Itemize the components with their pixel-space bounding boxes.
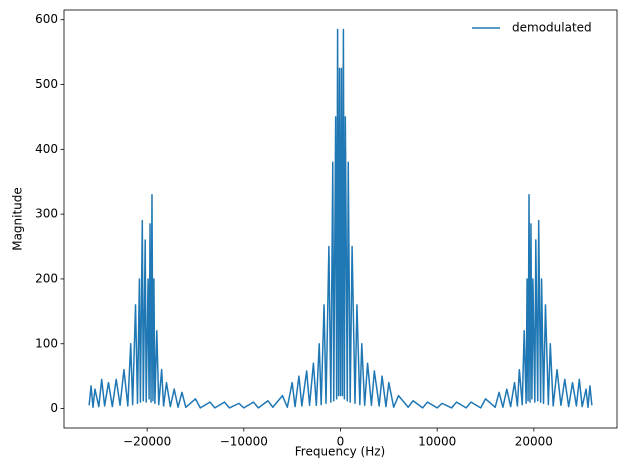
- x-tick-label: −20000: [123, 435, 171, 449]
- y-tick-label: 300: [35, 207, 58, 221]
- x-tick-label: −10000: [220, 435, 268, 449]
- y-tick-label: 400: [35, 142, 58, 156]
- x-tick-label: 0: [337, 435, 345, 449]
- x-tick-label: 20000: [515, 435, 553, 449]
- x-tick-label: 10000: [418, 435, 456, 449]
- legend-label: demodulated: [512, 21, 592, 35]
- y-tick-label: 0: [50, 401, 58, 415]
- data-line: [88, 28, 593, 409]
- y-tick-label: 200: [35, 271, 58, 285]
- y-tick-label: 100: [35, 336, 58, 350]
- x-axis-label: Frequency (Hz): [295, 445, 386, 459]
- plot-frame: [63, 9, 618, 429]
- y-tick-label: 600: [35, 12, 58, 26]
- y-axis-label: Magnitude: [11, 187, 25, 251]
- y-tick-label: 500: [35, 77, 58, 91]
